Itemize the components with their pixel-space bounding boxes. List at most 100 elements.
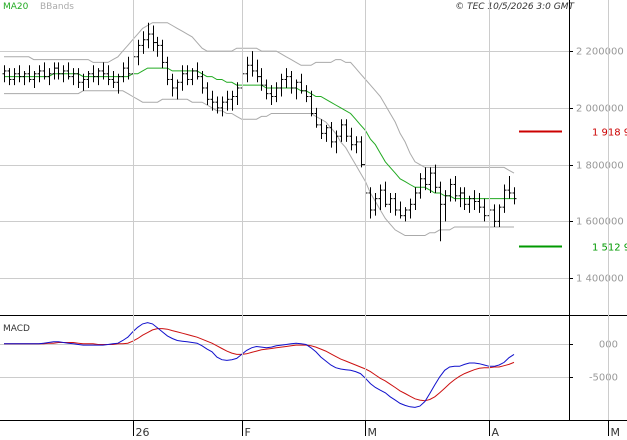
ohlc-bar (359, 136, 364, 168)
ohlc-bar (269, 85, 274, 105)
ohlc-bar (7, 68, 12, 86)
ohlc-bar (235, 82, 240, 105)
ohlc-bar (373, 192, 378, 216)
ohlc-bar (497, 204, 502, 228)
ohlc-bar (462, 187, 467, 210)
x-tick-label: A (492, 426, 500, 439)
ohlc-bar (17, 65, 22, 83)
ohlc-bar (76, 68, 81, 88)
x-tick-label: M (611, 426, 621, 439)
ohlc-bar (180, 65, 185, 91)
x-tick-label: M (368, 426, 378, 439)
ohlc-bar (477, 192, 482, 213)
ohlc-bar (428, 167, 433, 193)
ohlc-bar (190, 68, 195, 86)
signal-line (4, 328, 515, 402)
ohlc-bar (433, 164, 438, 193)
ohlc-bar (37, 65, 42, 83)
macd-tick-label: -5000 (589, 373, 618, 384)
ohlc-bar (170, 73, 175, 97)
ohlc-bar (106, 65, 111, 86)
ohlc-bar (294, 79, 299, 100)
ohlc-bar (22, 70, 27, 86)
ohlc-bar (210, 90, 215, 111)
macd-panel: 000-5000 MACD (0, 322, 618, 408)
ohlc-bar (195, 62, 200, 80)
ohlc-bar (91, 65, 96, 83)
ohlc-bar (121, 62, 126, 83)
macd-line (4, 322, 515, 408)
ohlc-bar (215, 96, 220, 114)
ohlc-bar (423, 167, 428, 191)
ohlc-bar (448, 178, 453, 202)
ohlc-bar (151, 25, 156, 52)
price-tick-label: 1 600000 (576, 217, 624, 228)
ohlc-bar (255, 59, 260, 83)
ohlc-bar (502, 184, 507, 213)
ohlc-bar (264, 79, 269, 100)
ohlc-bar (378, 184, 383, 210)
price-panel: 1 400000 1 600000 1 800000 2 000000 2 200000… (0, 2, 627, 285)
ohlc-bar (453, 175, 458, 202)
ma20-legend-label: MA20 (3, 2, 29, 12)
ohlc-bar (492, 204, 497, 228)
ohlc-bar (230, 90, 235, 111)
ma20-line (4, 67, 514, 200)
ohlc-bar (314, 107, 319, 128)
ohlc-bar (126, 56, 131, 80)
ohlc-bar (71, 68, 76, 86)
ohlc-bar (284, 68, 289, 88)
ohlc-bar (329, 122, 334, 148)
ohlc-bar (354, 136, 359, 154)
ohlc-bar (507, 175, 512, 199)
price-tick-label: 2 200000 (576, 47, 624, 58)
bbands-legend-label: BBands (40, 2, 74, 12)
ohlc-bar (2, 65, 7, 83)
ohlc-bar (274, 82, 279, 103)
ohlc-bar (81, 73, 86, 91)
ohlc-bar (52, 62, 57, 80)
ohlc-bar (160, 39, 165, 69)
ohlc-bar (339, 119, 344, 142)
ohlc-bar (289, 70, 294, 94)
price-tick-label: 1 800000 (576, 161, 624, 172)
macd-title: MACD (3, 324, 30, 334)
ohlc-bar (220, 96, 225, 117)
ohlc-bar (383, 181, 388, 208)
ohlc-bar (344, 119, 349, 142)
ohlc-bar (136, 39, 141, 66)
x-axis: 26 F M A M (133, 0, 621, 439)
source-timestamp: © TEC 10/5/2026 3:0 GMT (455, 2, 575, 12)
ohlc-bar (319, 119, 324, 140)
support-level-label: 1 512 95 (592, 243, 627, 254)
ohlc-bar (116, 73, 121, 94)
bbands-lower-line (4, 90, 514, 236)
ohlc-bar (458, 187, 463, 208)
ohlc-bar (279, 73, 284, 97)
ohlc-bar (403, 207, 408, 222)
ohlc-bar (245, 56, 250, 83)
ohlc-bar (96, 68, 101, 86)
ohlc-bar (141, 31, 146, 54)
ohlc-bar (225, 90, 230, 111)
ohlc-bar (393, 192, 398, 216)
ohlc-bar (512, 187, 517, 205)
ohlc-bar (155, 36, 160, 57)
ohlc-bar (443, 190, 448, 222)
ohlc-bar (27, 65, 32, 83)
ohlc-bar (101, 62, 106, 80)
ohlc-bar (111, 70, 116, 88)
ohlc-bars (2, 22, 517, 242)
ohlc-bar (165, 56, 170, 86)
ohlc-bar (12, 68, 17, 86)
ohlc-bar (398, 201, 403, 219)
ohlc-bar (438, 181, 443, 242)
x-tick-label: 26 (136, 426, 150, 439)
ohlc-bar (482, 198, 487, 222)
ohlc-bar (418, 173, 423, 199)
ohlc-bar (146, 22, 151, 49)
ohlc-bar (66, 62, 71, 80)
ohlc-bar (467, 195, 472, 213)
price-gridlines (0, 51, 569, 279)
